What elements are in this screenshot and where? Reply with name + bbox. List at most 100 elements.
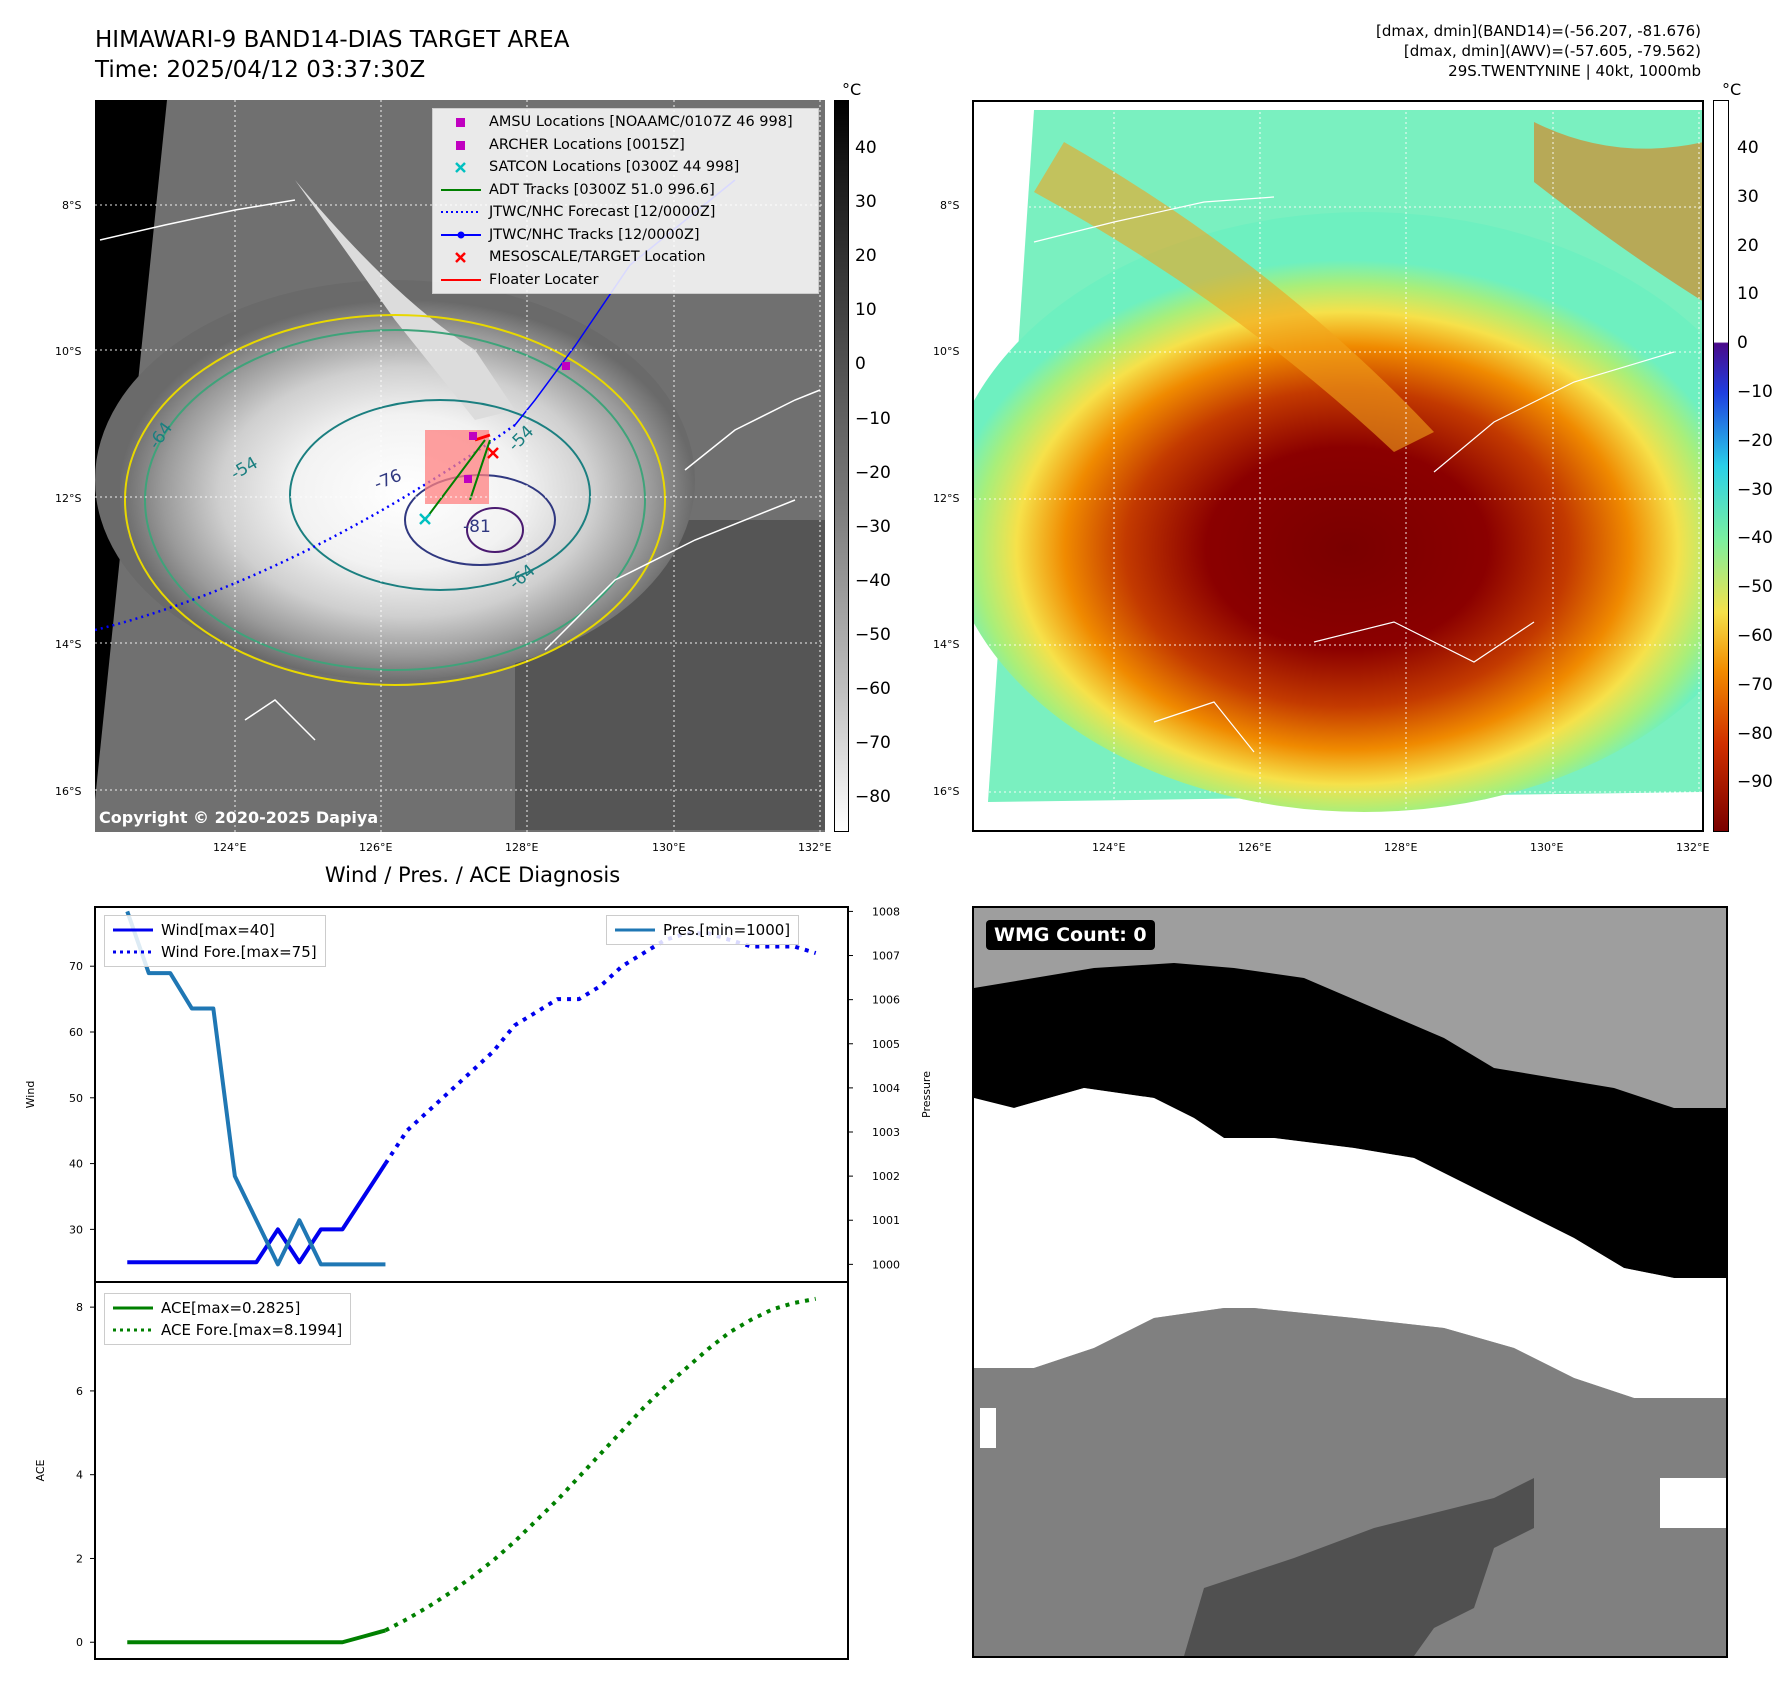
colorbar-tick: −50 <box>855 624 891 645</box>
sat-legend-item-7: Floater Locater <box>433 269 818 292</box>
pressure-legend: Pres.[min=1000] <box>606 915 800 945</box>
colorbar-tick: −40 <box>855 570 891 591</box>
colorbar-tick: −40 <box>1737 528 1773 549</box>
satellite-legend: AMSU Locations [NOAAMC/0107Z 46 998] ARCH… <box>432 108 819 294</box>
colorbar-tick: 10 <box>1737 284 1759 305</box>
wind-forecast-series-line <box>383 931 817 1165</box>
awv-lat-label-12: 12°S <box>933 492 960 505</box>
colorbar-tick: −50 <box>1737 577 1773 598</box>
sat-legend-item-5: JTWC/NHC Tracks [12/0000Z] <box>433 224 818 247</box>
pressure-ytick-label: 1006 <box>872 994 900 1007</box>
sat-lat-label-16: 16°S <box>55 785 82 798</box>
sat-legend-item-2: SATCON Locations [0300Z 44 998] <box>433 156 818 179</box>
ace-ytick-label: 6 <box>76 1385 83 1398</box>
colorbar-tick: −70 <box>1737 674 1773 695</box>
sat-lat-label-10: 10°S <box>55 345 82 358</box>
sat-lon-label-130: 130°E <box>652 841 686 854</box>
sat-legend-symbol <box>456 140 465 150</box>
awv-lat-label-16: 16°S <box>933 785 960 798</box>
colorbar-tick: 0 <box>1737 333 1748 354</box>
ace-series-line <box>127 1628 386 1645</box>
colorbar-tick: −60 <box>1737 626 1773 646</box>
pressure-ytick-label: 1008 <box>872 905 900 918</box>
wind-ytick-label: 60 <box>69 1026 83 1039</box>
sat-legend-symbol <box>441 188 481 191</box>
sat-lat-label-14: 14°S <box>55 638 82 651</box>
sat-legend-label: SATCON Locations [0300Z 44 998] <box>489 159 740 176</box>
wind-ytick-label: 30 <box>69 1223 83 1236</box>
contour-label-81: -81 <box>463 517 491 537</box>
ace-plot-frame <box>94 1281 849 1660</box>
legend-ace: ACE[max=0.2825] <box>113 1299 301 1317</box>
legend-pressure: Pres.[min=1000] <box>615 921 791 939</box>
awv-colorbar-unit: °C <box>1722 80 1742 99</box>
colorbar-tick: −80 <box>1737 723 1773 744</box>
colorbar-tick: 40 <box>1737 138 1759 158</box>
ace-ytick-label: 8 <box>76 1301 83 1314</box>
pressure-ytick-label: 1001 <box>872 1214 900 1227</box>
sat-legend-label: ARCHER Locations [0015Z] <box>489 136 685 153</box>
wind-ytick-label: 50 <box>69 1092 83 1105</box>
colorbar-tick: 30 <box>1737 186 1759 207</box>
sat-legend-label: MESOSCALE/TARGET Location <box>489 249 706 266</box>
sat-legend-label: JTWC/NHC Tracks [12/0000Z] <box>489 226 700 243</box>
pressure-ytick-label: 1005 <box>872 1038 900 1051</box>
colorbar-tick: 20 <box>855 246 877 267</box>
wind-ytick-label: 70 <box>69 960 83 973</box>
pressure-series-line <box>125 910 386 1267</box>
awv-lon-label-126: 126°E <box>1238 841 1272 854</box>
colorbar-tick: −10 <box>1737 382 1773 402</box>
awv-lat-label-8: 8°S <box>940 199 960 212</box>
sat-legend-item-6: MESOSCALE/TARGET Location <box>433 246 818 269</box>
sat-legend-item-1: ARCHER Locations [0015Z] <box>433 134 818 157</box>
wmg-image: WMG Count: 0 <box>972 906 1728 1658</box>
ace-ytick-label: 4 <box>76 1469 83 1482</box>
awv-lat-label-14: 14°S <box>933 638 960 651</box>
awv-lon-label-132: 132°E <box>1676 841 1710 854</box>
awv-colorbar <box>1713 100 1729 832</box>
sat-legend-symbol <box>455 252 466 264</box>
sat-legend-label: AMSU Locations [NOAAMC/0107Z 46 998] <box>489 114 793 131</box>
awv-info-storm: 29S.TWENTYNINE | 40kt, 1000mb <box>1448 62 1701 80</box>
satellite-image: -76 -81 -54 -54 -64 -64 AMSU Locations [… <box>95 100 825 832</box>
sat-legend-symbol <box>455 162 466 174</box>
sat-lat-label-8: 8°S <box>62 199 82 212</box>
sat-lon-label-126: 126°E <box>359 841 393 854</box>
pressure-ytick-label: 1003 <box>872 1126 900 1139</box>
legend-ace-forecast: ACE Fore.[max=8.1994] <box>113 1321 343 1339</box>
colorbar-tick: −30 <box>1737 479 1773 500</box>
sat-legend-symbol <box>441 278 481 281</box>
awv-info-band14: [dmax, dmin](BAND14)=(-56.207, -81.676) <box>1376 22 1701 40</box>
sat-colorbar <box>834 100 849 832</box>
awv-lon-label-130: 130°E <box>1530 841 1564 854</box>
sat-legend-item-3: ADT Tracks [0300Z 51.0 996.6] <box>433 179 818 202</box>
pressure-ytick-label: 1002 <box>872 1170 900 1183</box>
colorbar-tick: 10 <box>855 300 877 321</box>
sat-legend-item-0: AMSU Locations [NOAAMC/0107Z 46 998] <box>433 111 818 134</box>
sat-legend-symbol <box>441 211 481 214</box>
awv-info-awv: [dmax, dmin](AWV)=(-57.605, -79.562) <box>1403 42 1701 60</box>
colorbar-tick: 30 <box>855 192 877 213</box>
pressure-ytick-label: 1007 <box>872 950 900 963</box>
wmg-count-label: WMG Count: 0 <box>986 920 1155 950</box>
colorbar-tick: 40 <box>855 138 877 158</box>
sat-lon-label-128: 128°E <box>505 841 539 854</box>
wind-ytick-label: 40 <box>69 1158 83 1171</box>
colorbar-tick: 0 <box>855 354 866 375</box>
wind-series-line <box>127 1162 388 1265</box>
sat-legend-label: ADT Tracks [0300Z 51.0 996.6] <box>489 181 715 198</box>
colorbar-tick: −70 <box>855 733 891 754</box>
pressure-ytick-label: 1004 <box>872 1082 900 1095</box>
copyright-label: Copyright © 2020-2025 Dapiya <box>99 808 379 827</box>
diagnosis-chart: 30 40 50 60 70 Wind 1000 1001 1002 1003 1004 1005 10… <box>0 895 960 1690</box>
diagnosis-title: Wind / Pres. / ACE Diagnosis <box>324 863 621 887</box>
awv-lat-label-10: 10°S <box>933 345 960 358</box>
satellite-title: HIMAWARI-9 BAND14-DIAS TARGET AREA <box>95 27 570 53</box>
colorbar-tick: −20 <box>1737 430 1773 451</box>
ace-ylabel: ACE <box>34 1459 47 1481</box>
legend-wind-forecast: Wind Fore.[max=75] <box>113 943 317 961</box>
sat-legend-item-4: JTWC/NHC Forecast [12/0000Z] <box>433 201 818 224</box>
wind-legend: Wind[max=40] Wind Fore.[max=75] <box>104 915 326 967</box>
sat-legend-label: JTWC/NHC Forecast [12/0000Z] <box>489 204 716 221</box>
pressure-ytick-label: 1000 <box>872 1258 900 1271</box>
